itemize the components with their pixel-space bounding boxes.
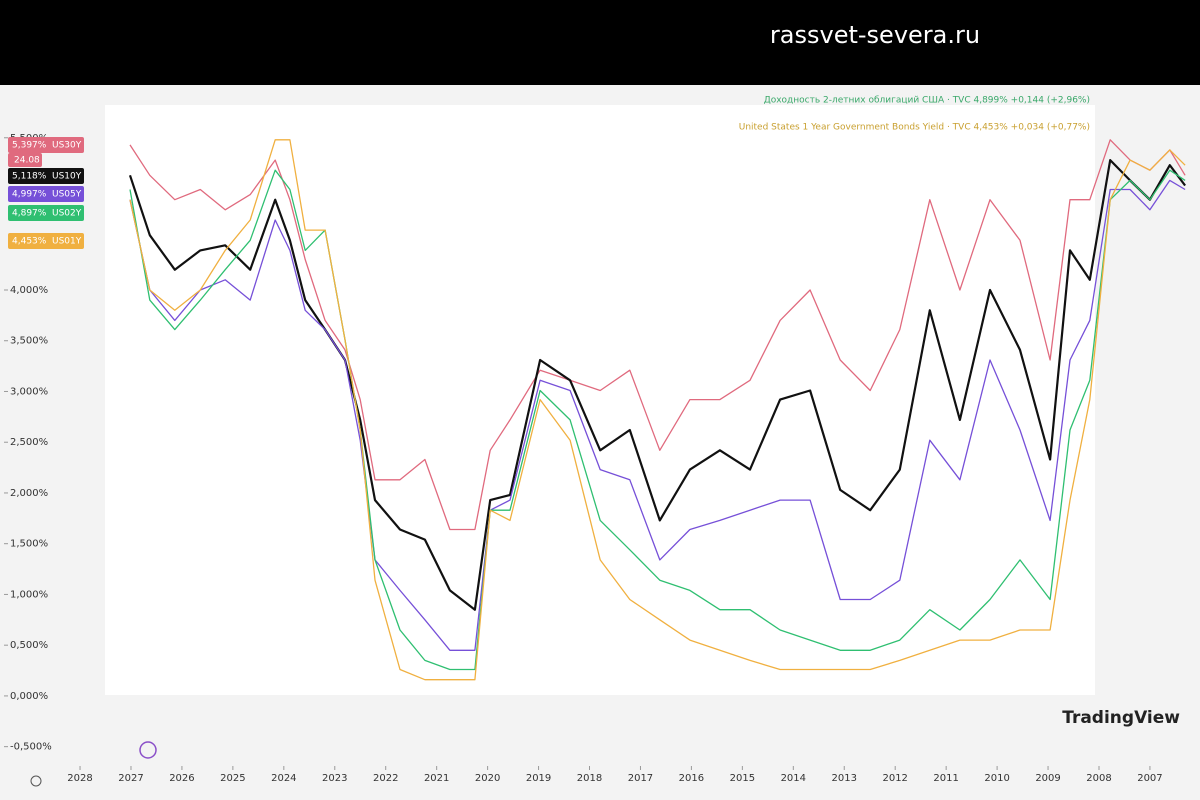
brand-logo: TradingView (1062, 708, 1180, 728)
y-tick-label: 4,000% (10, 285, 48, 296)
x-tick-label: 2026 (169, 773, 194, 784)
plot-panel (105, 105, 1095, 695)
series-line (129, 179, 1186, 651)
legend-box (8, 205, 84, 221)
legend-box (8, 186, 84, 202)
header-line: Доходность 2-летних облигаций США · TVC … (764, 96, 1090, 106)
y-tick-label: 2,000% (10, 488, 48, 499)
legend-value: 4,453% (12, 237, 47, 247)
legend-value: 4,897% (12, 209, 47, 219)
x-tick-label: 2014 (781, 773, 806, 784)
y-tick-label: 2,500% (10, 437, 48, 448)
series-line (129, 139, 1186, 681)
x-tick-label: 2024 (271, 773, 296, 784)
header-line: United States 1 Year Government Bonds Yi… (739, 123, 1090, 133)
series-line (128, 159, 1186, 611)
legend-box (8, 233, 84, 249)
x-tick-label: 2018 (577, 773, 602, 784)
y-tick-label: -0,500% (10, 742, 52, 753)
x-tick-label: 2023 (322, 773, 347, 784)
legend-box (8, 137, 84, 153)
legend-name: US30Y (52, 141, 82, 151)
plot: 5,500%4,000%3,500%3,000%2,500%2,000%1,50… (4, 133, 1186, 784)
legend-name: US02Y (52, 209, 82, 219)
series-line (129, 169, 1186, 671)
x-tick-label: 2015 (730, 773, 755, 784)
y-tick-label: 1,000% (10, 589, 48, 600)
legend-box (8, 168, 84, 184)
x-tick-label: 2017 (628, 773, 653, 784)
x-tick-label: 2013 (832, 773, 857, 784)
legend-date: 24.08 (14, 156, 40, 166)
y-tick-label: 0,500% (10, 640, 48, 651)
legend-value: 5,397% (12, 141, 47, 151)
y-tick-label: 0,000% (10, 691, 48, 702)
top-band (0, 0, 1200, 85)
watermark: rassvet-severa.ru (770, 21, 980, 49)
legend-name: US10Y (52, 172, 82, 182)
series-line (129, 139, 1186, 531)
x-tick-label: 2007 (1137, 773, 1162, 784)
x-tick-label: 2021 (424, 773, 449, 784)
legend-name: US01Y (52, 237, 82, 247)
clock-icon[interactable] (30, 775, 42, 787)
x-tick-label: 2008 (1086, 773, 1111, 784)
x-tick-label: 2027 (118, 773, 143, 784)
x-tick-label: 2028 (67, 773, 92, 784)
x-tick-label: 2009 (1035, 773, 1060, 784)
y-tick-label: 3,000% (10, 386, 48, 397)
x-tick-label: 2025 (220, 773, 245, 784)
x-tick-label: 2010 (984, 773, 1009, 784)
legend-name: US05Y (52, 190, 82, 200)
legend-box (8, 153, 42, 167)
icon[interactable] (139, 741, 157, 759)
x-tick-label: 2022 (373, 773, 398, 784)
legend-value: 5,118% (12, 172, 47, 182)
x-tick-label: 2019 (526, 773, 551, 784)
x-tick-label: 2012 (882, 773, 907, 784)
y-tick-label: 3,500% (10, 336, 48, 347)
x-tick-label: 2016 (679, 773, 704, 784)
x-tick-label: 2020 (475, 773, 500, 784)
legend-value: 4,997% (12, 190, 47, 200)
x-tick-label: 2011 (933, 773, 958, 784)
y-tick-label: 1,500% (10, 539, 48, 550)
